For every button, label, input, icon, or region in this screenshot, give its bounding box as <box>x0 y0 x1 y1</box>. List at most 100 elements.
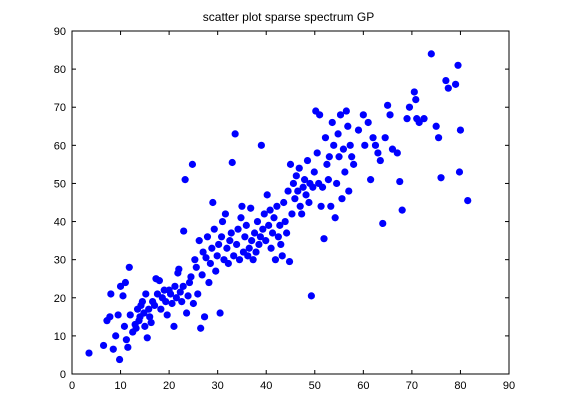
data-points <box>85 50 472 364</box>
data-point-127 <box>283 229 291 237</box>
x-tick-label: 60 <box>357 380 369 392</box>
data-point-8 <box>115 355 124 364</box>
data-point-180 <box>367 176 375 184</box>
data-point-110 <box>259 225 267 233</box>
data-point-88 <box>228 158 236 167</box>
data-point-112 <box>262 237 270 245</box>
data-point-49 <box>175 265 183 273</box>
x-tick-label: 80 <box>454 380 466 392</box>
data-point-56 <box>184 292 192 300</box>
data-point-151 <box>316 111 324 119</box>
data-point-192 <box>398 206 406 214</box>
data-point-186 <box>381 134 389 142</box>
data-point-16 <box>126 311 134 319</box>
data-point-109 <box>257 141 265 149</box>
data-point-157 <box>324 176 332 184</box>
data-point-189 <box>388 145 397 153</box>
data-point-7 <box>114 311 122 319</box>
data-point-103 <box>249 256 257 264</box>
data-point-121 <box>274 233 282 241</box>
data-point-68 <box>200 313 209 321</box>
data-point-171 <box>344 122 352 130</box>
data-point-35 <box>153 290 162 298</box>
data-point-113 <box>263 191 271 199</box>
data-point-1 <box>99 341 108 350</box>
data-point-84 <box>223 244 231 252</box>
data-point-196 <box>412 96 420 104</box>
data-point-105 <box>252 248 260 256</box>
data-point-60 <box>189 299 197 308</box>
data-point-179 <box>364 118 372 127</box>
data-point-203 <box>437 174 445 182</box>
data-point-202 <box>434 134 443 142</box>
data-point-55 <box>182 309 191 317</box>
y-tick-label: 40 <box>54 217 66 229</box>
data-point-209 <box>456 126 465 134</box>
data-point-47 <box>172 294 180 302</box>
data-point-136 <box>295 164 303 172</box>
data-point-99 <box>244 252 252 260</box>
x-tick-label: 90 <box>503 380 515 392</box>
chart-title: scatter plot sparse spectrum GP <box>203 10 374 24</box>
data-point-24 <box>138 297 147 306</box>
data-point-57 <box>185 278 194 287</box>
data-point-154 <box>320 235 328 243</box>
data-point-31 <box>147 318 155 327</box>
data-point-206 <box>451 80 460 88</box>
data-point-111 <box>260 210 268 218</box>
data-point-95 <box>238 202 246 210</box>
data-point-191 <box>396 177 404 186</box>
data-point-30 <box>146 313 154 321</box>
data-point-123 <box>277 240 285 249</box>
data-point-193 <box>403 115 411 123</box>
data-point-167 <box>338 195 346 203</box>
data-point-178 <box>361 141 369 149</box>
data-point-59 <box>188 160 197 168</box>
data-point-26 <box>141 322 149 330</box>
data-point-115 <box>266 206 274 214</box>
data-point-183 <box>374 149 382 157</box>
data-point-139 <box>299 183 307 191</box>
data-point-143 <box>305 198 313 207</box>
data-point-208 <box>455 168 464 176</box>
data-point-58 <box>187 273 195 281</box>
data-point-141 <box>302 191 310 199</box>
data-point-45 <box>170 322 178 330</box>
y-tick-label: 10 <box>54 331 66 343</box>
data-point-14 <box>124 343 132 351</box>
data-point-132 <box>289 179 298 188</box>
data-point-89 <box>230 252 238 260</box>
data-point-166 <box>336 111 345 119</box>
data-point-6 <box>112 332 120 340</box>
y-tick-label: 60 <box>54 140 66 152</box>
data-point-29 <box>145 305 153 313</box>
data-point-66 <box>198 271 206 279</box>
data-point-163 <box>333 179 341 188</box>
data-point-142 <box>303 156 312 165</box>
data-point-138 <box>298 210 306 218</box>
data-point-125 <box>280 198 288 207</box>
data-point-207 <box>454 61 462 69</box>
data-point-140 <box>300 176 309 184</box>
data-point-10 <box>119 292 127 300</box>
data-point-135 <box>294 187 302 195</box>
data-point-19 <box>132 324 140 332</box>
data-point-116 <box>267 244 275 252</box>
data-point-177 <box>359 111 367 119</box>
data-point-161 <box>330 141 338 149</box>
data-point-126 <box>281 217 289 226</box>
data-point-160 <box>328 118 336 127</box>
data-point-97 <box>241 233 249 241</box>
data-point-90 <box>231 130 239 138</box>
data-point-172 <box>345 187 353 195</box>
data-point-4 <box>107 290 115 298</box>
data-point-73 <box>208 244 216 252</box>
data-point-64 <box>195 237 203 245</box>
data-point-86 <box>226 237 234 245</box>
data-point-63 <box>194 290 202 298</box>
data-point-9 <box>116 282 125 290</box>
data-point-28 <box>143 334 151 342</box>
data-point-62 <box>192 263 200 271</box>
data-point-94 <box>237 214 245 222</box>
x-tick-label: 70 <box>406 380 418 392</box>
